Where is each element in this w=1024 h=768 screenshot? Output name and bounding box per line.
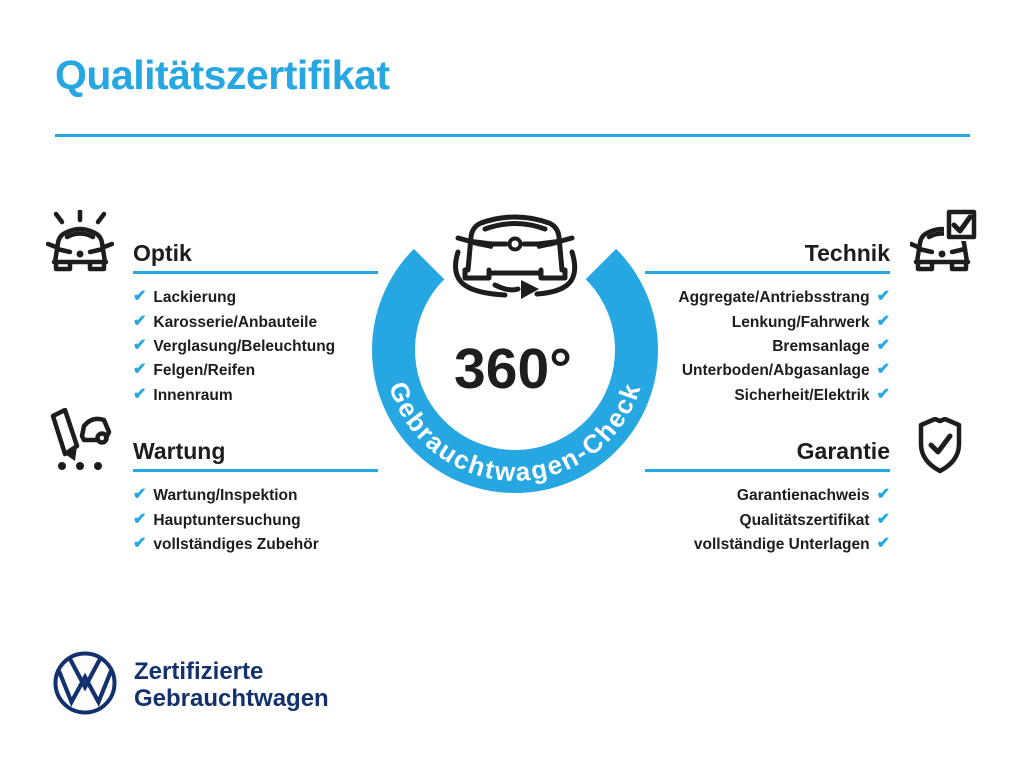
check-icon: ✔ <box>133 385 147 403</box>
item-label: Lackierung <box>153 289 237 307</box>
item-label: Felgen/Reifen <box>153 362 256 380</box>
pencil-car-icon <box>50 408 112 470</box>
technik-list: Aggregate/Antriebsstrang ✔ Lenkung/Fahrwe… <box>678 286 890 408</box>
list-item: ✔ Karosserie/Anbauteile <box>133 310 335 334</box>
section-heading-garantie: Garantie <box>796 438 890 464</box>
section-heading-wartung: Wartung <box>133 438 226 464</box>
list-item: Garantienachweis ✔ <box>737 484 890 508</box>
check-icon: ✔ <box>133 486 147 504</box>
list-item: ✔ Hauptuntersuchung <box>133 508 319 532</box>
item-label: Verglasung/Beleuchtung <box>153 337 336 355</box>
check-icon: ✔ <box>133 510 147 528</box>
check-icon: ✔ <box>876 336 890 354</box>
optik-list: ✔ Lackierung ✔ Karosserie/Anbauteile ✔ Verg… <box>133 286 335 408</box>
item-label: vollständige Unterlagen <box>693 535 870 553</box>
check-icon: ✔ <box>133 534 147 552</box>
check-icon: ✔ <box>876 361 890 379</box>
check-icon: ✔ <box>876 534 890 552</box>
list-item: ✔ Lackierung <box>133 286 335 310</box>
check-icon: ✔ <box>876 385 890 403</box>
list-item: ✔ Innenraum <box>133 384 335 408</box>
brand-text: Zertifizierte Gebrauchtwagen <box>134 658 329 712</box>
item-label: Sicherheit/Elektrik <box>734 386 870 404</box>
check-icon: ✔ <box>133 361 147 379</box>
list-item: ✔ Verglasung/Beleuchtung <box>133 335 335 359</box>
badge-360-check: Gebrauchtwagen-Check 360° <box>372 214 658 493</box>
vw-logo <box>53 651 117 715</box>
item-label: Bremsanlage <box>772 337 870 355</box>
shield-check-icon <box>918 417 962 474</box>
item-label: Lenkung/Fahrwerk <box>731 313 870 331</box>
brand-line-1: Zertifizierte <box>134 658 264 685</box>
degrees-label: 360° <box>454 337 572 401</box>
page-title: Qualitätszertifikat <box>55 52 390 98</box>
car-rotation-icon <box>453 214 578 299</box>
section-rule-wartung <box>133 469 378 472</box>
list-item: ✔ vollständiges Zubehör <box>133 533 319 557</box>
item-label: Unterboden/Abgasanlage <box>681 362 870 380</box>
check-icon: ✔ <box>876 510 890 528</box>
section-rule-technik <box>645 271 890 274</box>
list-item: vollständige Unterlagen ✔ <box>694 533 890 557</box>
item-label: vollständiges Zubehör <box>153 535 319 553</box>
list-item: ✔ Felgen/Reifen <box>133 359 335 383</box>
check-icon: ✔ <box>133 336 147 354</box>
check-icon: ✔ <box>876 288 890 306</box>
title-divider <box>55 134 970 137</box>
item-label: Qualitätszertifikat <box>739 511 870 529</box>
section-rule-garantie <box>645 469 890 472</box>
car-shine-icon <box>46 210 114 272</box>
garantie-list: Garantienachweis ✔ Qualitätszertifikat ✔ v… <box>694 484 890 557</box>
item-label: Karosserie/Anbauteile <box>153 313 318 331</box>
item-label: Innenraum <box>153 386 233 404</box>
item-label: Wartung/Inspektion <box>153 487 298 505</box>
list-item: Unterboden/Abgasanlage ✔ <box>682 359 890 383</box>
list-item: Sicherheit/Elektrik ✔ <box>734 384 890 408</box>
brand-line-2: Gebrauchtwagen <box>134 685 329 712</box>
list-item: ✔ Wartung/Inspektion <box>133 484 319 508</box>
list-item: Aggregate/Antriebsstrang ✔ <box>678 286 890 310</box>
check-icon: ✔ <box>133 312 147 330</box>
item-label: Garantienachweis <box>736 487 870 505</box>
wartung-list: ✔ Wartung/Inspektion ✔ Hauptuntersuchung ✔… <box>133 484 319 557</box>
section-heading-technik: Technik <box>804 240 890 266</box>
check-icon: ✔ <box>876 486 890 504</box>
item-label: Aggregate/Antriebsstrang <box>678 289 870 307</box>
list-item: Qualitätszertifikat ✔ <box>740 508 890 532</box>
car-checkbox-icon <box>910 208 977 272</box>
section-rule-optik <box>133 271 378 274</box>
check-icon: ✔ <box>876 312 890 330</box>
badge-ring <box>372 248 658 493</box>
section-heading-optik: Optik <box>133 240 192 266</box>
check-icon: ✔ <box>133 288 147 306</box>
item-label: Hauptuntersuchung <box>153 511 301 529</box>
list-item: Lenkung/Fahrwerk ✔ <box>732 310 890 334</box>
list-item: Bremsanlage ✔ <box>772 335 890 359</box>
